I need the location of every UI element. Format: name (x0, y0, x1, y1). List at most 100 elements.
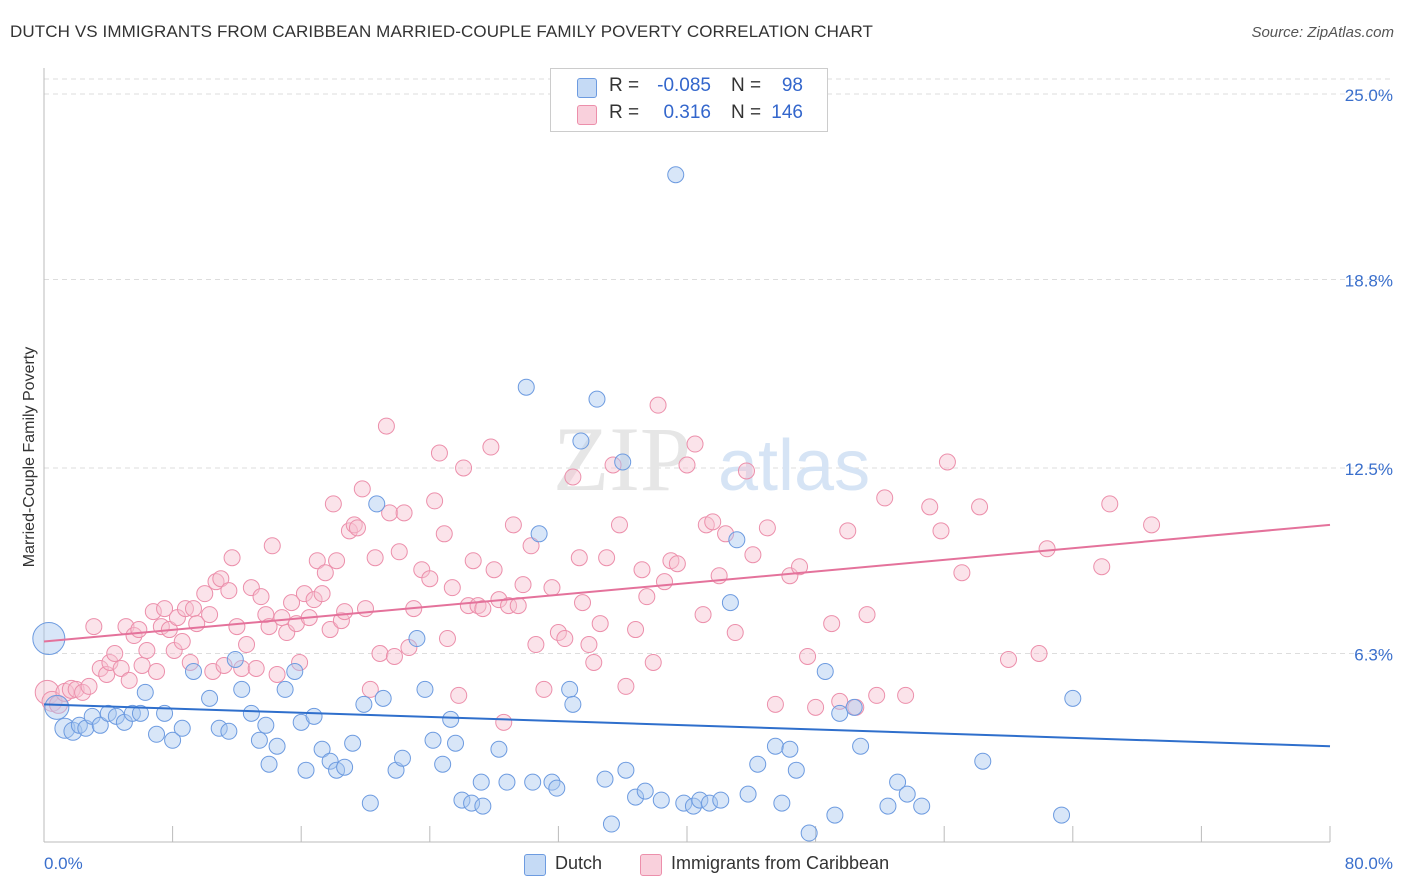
dutch-point (434, 755, 452, 773)
dutch-point (524, 773, 542, 791)
watermark: ZIP atlas (553, 408, 870, 510)
caribbean-point (766, 695, 784, 713)
caribbean-point (1030, 644, 1048, 662)
caribbean-point (598, 549, 616, 567)
caribbean-point (361, 680, 379, 698)
caribbean-point (1143, 516, 1161, 534)
dutch-point (472, 773, 490, 791)
caribbean-point (686, 435, 704, 453)
dutch-point (879, 797, 897, 815)
watermark-atlas: atlas (718, 426, 870, 506)
dutch-point (463, 794, 481, 812)
caribbean-point (252, 588, 270, 606)
dutch-point (564, 695, 582, 713)
caribbean-point (514, 576, 532, 594)
caribbean-point (644, 653, 662, 671)
dutch-point (336, 758, 354, 776)
dutch-trend-line (43, 703, 1331, 748)
caribbean-point (574, 594, 592, 612)
dutch-point (614, 453, 632, 471)
caribbean-point (228, 618, 246, 636)
dutch-legend-label: Dutch (555, 853, 603, 873)
n-value: 146 (771, 102, 803, 123)
dutch-point (447, 734, 465, 752)
caribbean-point (238, 636, 256, 654)
dutch-point (184, 662, 202, 680)
dutch-point (286, 662, 304, 680)
caribbean-point (395, 504, 413, 522)
caribbean-swatch (577, 105, 597, 125)
trend-lines (43, 523, 1331, 748)
caribbean-point (543, 579, 561, 597)
dutch-point (442, 710, 460, 728)
dutch-point (530, 525, 548, 543)
dutch-point (773, 794, 791, 812)
dutch-point (712, 791, 730, 809)
caribbean-point (156, 600, 174, 618)
caribbean-point (678, 456, 696, 474)
caribbean-point (726, 624, 744, 642)
caribbean-point (268, 665, 286, 683)
r-label: R = (609, 75, 640, 96)
caribbean-point (868, 686, 886, 704)
caribbean-point (138, 642, 156, 660)
caribbean-point (133, 656, 151, 674)
caribbean-point (308, 552, 326, 570)
caribbean-point (212, 570, 230, 588)
chart-title: DUTCH VS IMMIGRANTS FROM CARIBBEAN MARRI… (10, 22, 874, 41)
caribbean-point (438, 630, 456, 648)
caribbean-point (823, 615, 841, 633)
caribbean-point (381, 504, 399, 522)
dutch-point (276, 680, 294, 698)
dutch-point (257, 716, 275, 734)
caribbean-point (932, 522, 950, 540)
caribbean-point (876, 489, 894, 507)
caribbean-point (353, 480, 371, 498)
dutch-point (210, 719, 228, 737)
caribbean-point (435, 525, 453, 543)
dutch-point (268, 737, 286, 755)
caribbean-point (737, 462, 755, 480)
caribbean-point (332, 612, 350, 630)
dutch-point (91, 716, 109, 734)
caribbean-point (291, 653, 309, 671)
caribbean-point (273, 609, 291, 627)
caribbean-point (316, 564, 334, 582)
caribbean-point (464, 552, 482, 570)
caribbean-point (953, 564, 971, 582)
correlation-legend: R = -0.085 N = 98 R = 0.316 N = 146 (550, 68, 828, 132)
caribbean-point (655, 573, 673, 591)
caribbean-point (201, 606, 219, 624)
caribbean-point (120, 671, 138, 689)
caribbean-point (357, 600, 374, 618)
caribbean-point (791, 558, 809, 576)
caribbean-point (144, 603, 162, 621)
dutch-point (517, 378, 535, 396)
caribbean-point (522, 537, 540, 555)
dutch-point (691, 791, 709, 809)
n-label: N = (731, 75, 762, 96)
dutch-point (136, 683, 154, 701)
caribbean-points (34, 396, 1161, 731)
dutch-point (852, 737, 870, 755)
caribbean-point (627, 621, 645, 639)
caribbean-point (610, 516, 628, 534)
dutch-point (321, 752, 339, 770)
dutch-point (816, 662, 834, 680)
caribbean-point (390, 543, 408, 561)
caribbean-legend-label: Immigrants from Caribbean (671, 853, 890, 873)
dutch-point (1053, 806, 1071, 824)
caribbean-point (839, 522, 857, 540)
caribbean-point (549, 624, 567, 642)
caribbean-point (207, 573, 225, 591)
dutch-point (826, 806, 844, 824)
dutch-point (424, 731, 442, 749)
dutch-point (889, 773, 907, 791)
caribbean-point (591, 615, 609, 633)
dutch-point (572, 432, 590, 450)
dutch-point (250, 731, 268, 749)
caribbean-point (744, 546, 762, 564)
caribbean-point (500, 597, 518, 615)
caribbean-point (260, 618, 278, 636)
dutch-point (845, 698, 863, 716)
